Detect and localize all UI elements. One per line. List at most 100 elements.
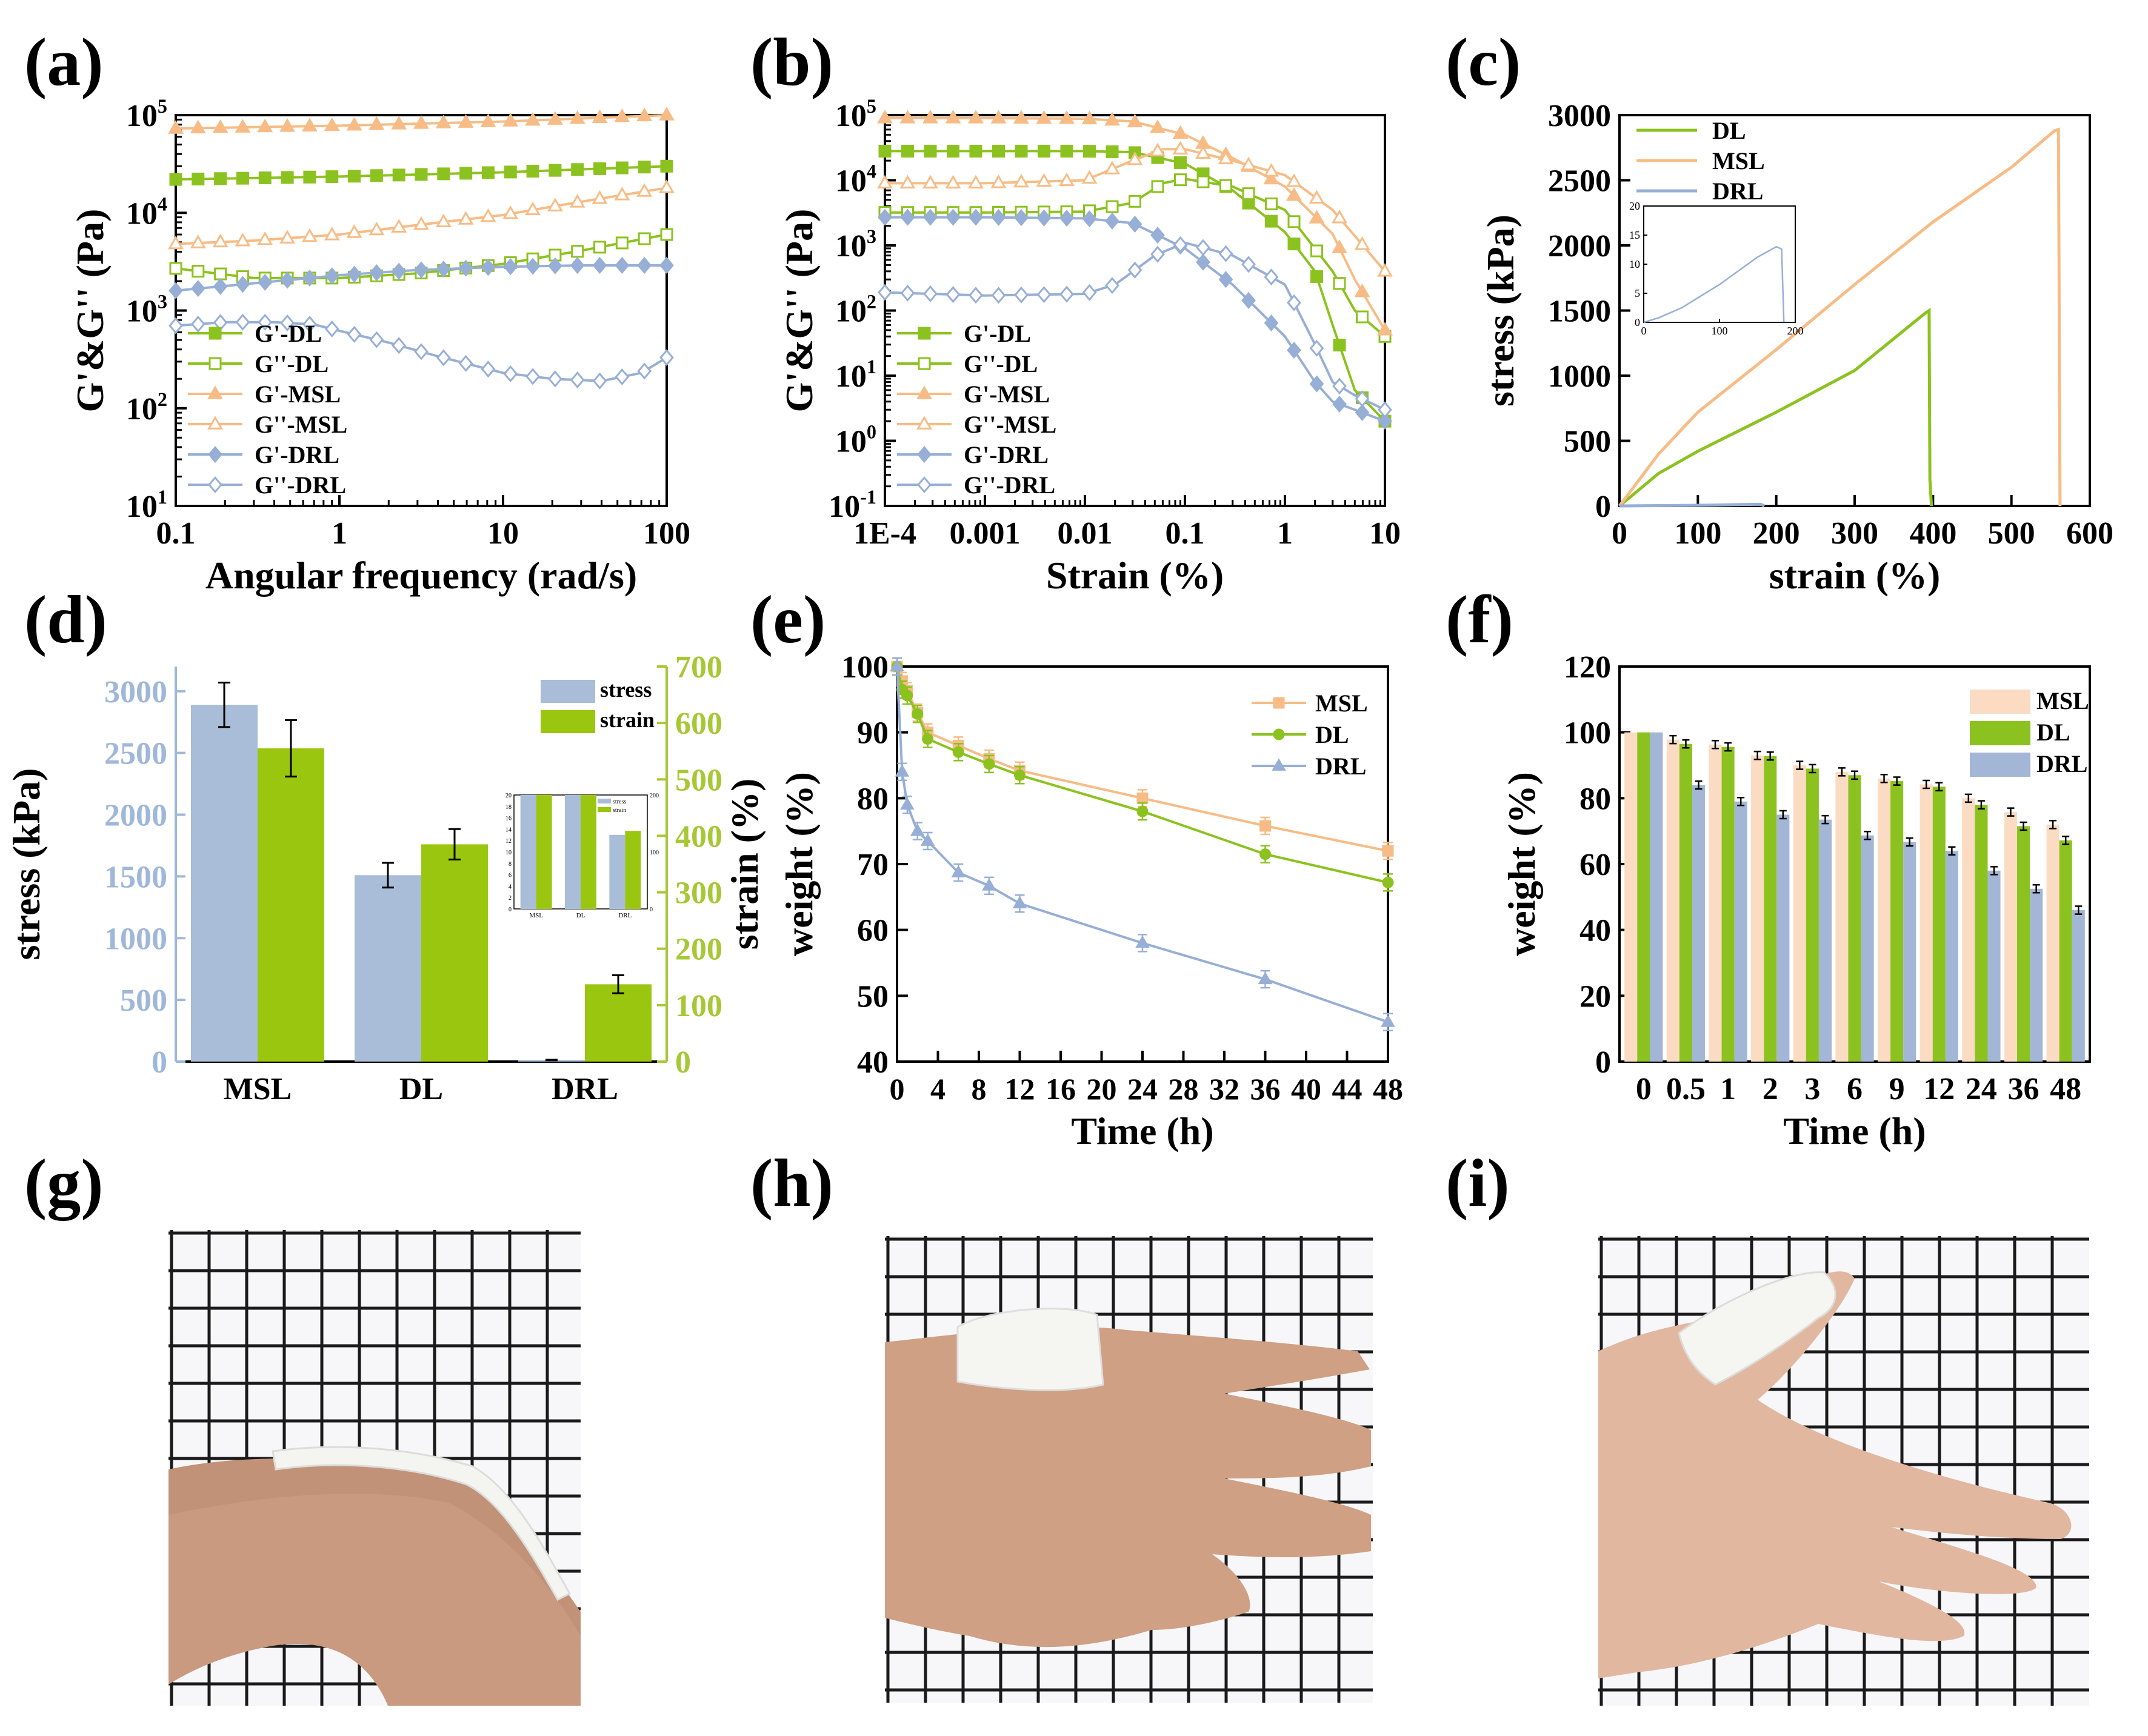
data-point <box>569 194 585 208</box>
error-bar <box>2075 905 2083 915</box>
y-tick-label: 1000 <box>104 922 167 956</box>
data-point <box>1309 375 1324 393</box>
data-point <box>391 116 407 130</box>
error-bar <box>2049 820 2057 830</box>
inset-y-tick-label: 12 <box>505 838 512 845</box>
data-point <box>1105 277 1119 294</box>
data-point <box>916 416 932 430</box>
data-point <box>1332 239 1347 253</box>
legend-label: DRL <box>1712 178 1763 205</box>
bar-DRL <box>1987 870 2001 1062</box>
data-point <box>1273 697 1285 709</box>
data-point <box>279 118 296 132</box>
legend-label: MSL <box>1712 147 1765 175</box>
bar-MSL <box>1962 798 1975 1062</box>
photo-h <box>885 1236 1373 1703</box>
data-point <box>347 265 362 283</box>
data-point <box>1287 238 1301 251</box>
data-point <box>214 172 227 185</box>
error-bar <box>1990 866 1998 876</box>
bar-DL <box>1848 775 1861 1062</box>
legend-label: G''-MSL <box>964 411 1056 438</box>
x-tick-label: 8 <box>972 1072 987 1106</box>
panel-label-i: (i) <box>1446 1146 1510 1221</box>
inset-y-tick-label: 6 <box>509 873 512 879</box>
data-point <box>436 260 451 278</box>
y2-tick-label: 700 <box>675 650 722 685</box>
data-point <box>1150 245 1165 263</box>
data-point <box>1241 291 1256 309</box>
data-point <box>947 144 959 158</box>
data-point <box>436 349 451 367</box>
data-point <box>615 161 629 175</box>
data-point <box>899 175 916 189</box>
data-point <box>946 286 961 304</box>
y-tick-label: 120 <box>1564 650 1611 685</box>
data-point <box>1242 187 1255 201</box>
inset-bar-strain <box>581 795 596 909</box>
bar-DL <box>1637 732 1650 1062</box>
y-tick-label: 3000 <box>104 675 167 710</box>
x-tick-label: 10 <box>1369 516 1401 551</box>
data-point <box>347 325 362 343</box>
x-tick-label: 0.5 <box>1666 1072 1706 1106</box>
data-point <box>593 162 607 175</box>
panel-label-c: (c) <box>1446 25 1521 100</box>
data-point <box>369 264 384 282</box>
error-bar <box>218 681 230 728</box>
data-point <box>1378 413 1392 430</box>
x-tick-label: 3 <box>1804 1072 1820 1106</box>
data-point <box>168 235 184 250</box>
data-point <box>169 262 182 275</box>
data-point <box>592 256 607 274</box>
inset-y-tick-label: 18 <box>505 804 512 811</box>
data-point <box>951 865 966 878</box>
data-point <box>1219 179 1232 192</box>
data-point <box>392 168 405 182</box>
error-bar <box>1864 830 1872 840</box>
data-point <box>525 258 540 275</box>
data-point <box>213 278 228 295</box>
data-point <box>302 316 317 333</box>
legend-label: G''-DL <box>964 350 1038 377</box>
data-point <box>547 198 563 211</box>
data-point <box>207 416 223 430</box>
data-point <box>614 187 630 201</box>
data-point <box>637 256 652 274</box>
y-axis-label: stress (kPa) <box>1479 215 1522 407</box>
panel-label-h: (h) <box>750 1146 833 1221</box>
data-point <box>1036 209 1052 227</box>
legend-label: G''-MSL <box>255 411 347 438</box>
x-tick-label: 6 <box>1847 1072 1863 1106</box>
data-point <box>1355 390 1370 408</box>
data-point <box>1241 156 1256 171</box>
data-point <box>324 320 339 338</box>
data-point <box>481 259 496 276</box>
y-tick-label: 1500 <box>104 860 167 894</box>
data-point <box>192 172 205 185</box>
data-point <box>878 284 892 301</box>
tick-label: 10-1 <box>829 486 876 524</box>
data-point <box>637 362 652 380</box>
data-point <box>1287 341 1301 359</box>
data-point <box>280 271 295 289</box>
x-axis-label: Strain (%) <box>1046 554 1224 597</box>
data-point <box>1332 209 1347 224</box>
data-point <box>1263 170 1279 185</box>
data-point <box>1382 845 1394 857</box>
data-point <box>1135 935 1150 948</box>
data-point <box>1082 284 1097 301</box>
data-point <box>369 331 384 348</box>
data-point <box>1354 283 1370 298</box>
error-bar <box>1964 793 1972 803</box>
legend-label: G''-DRL <box>255 471 346 499</box>
tick-label: 101 <box>126 486 167 524</box>
data-point <box>1136 805 1149 817</box>
data-point <box>1036 286 1052 304</box>
data-point <box>1218 271 1233 288</box>
x-tick-label: 24 <box>1127 1072 1158 1106</box>
data-point <box>945 175 961 189</box>
x-tick-label: 32 <box>1209 1072 1239 1106</box>
data-point <box>1013 110 1029 124</box>
